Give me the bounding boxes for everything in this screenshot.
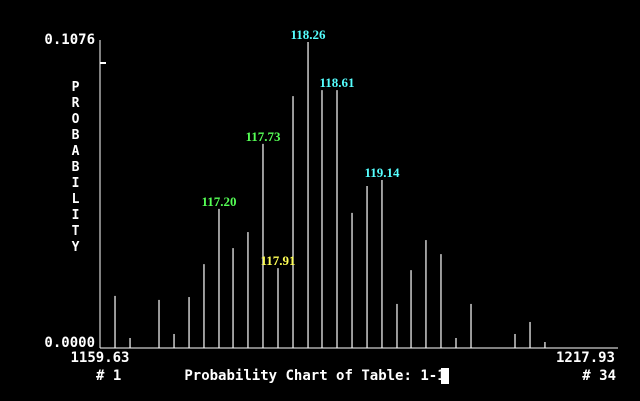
x-start-label: # 1 <box>96 368 121 384</box>
x-end-label: # 34 <box>582 368 616 384</box>
annotation: 117.73 <box>245 129 281 144</box>
chart-title: Probability Chart of Table: 1-1 <box>184 368 445 384</box>
x-tick-label: 1159.63 <box>70 350 129 366</box>
y-tick-label: 0.1076 <box>44 32 95 48</box>
annotation: 117.91 <box>260 253 295 268</box>
annotation: 118.61 <box>319 75 354 90</box>
x-tick-label: 1217.93 <box>556 350 615 366</box>
annotation: 118.26 <box>291 27 327 42</box>
cursor <box>441 368 449 384</box>
y-axis-label: PROBABILITY <box>68 80 83 256</box>
y-tick-label: 0.0000 <box>44 335 95 351</box>
annotation: 119.14 <box>364 165 400 180</box>
annotation: 117.20 <box>201 194 236 209</box>
